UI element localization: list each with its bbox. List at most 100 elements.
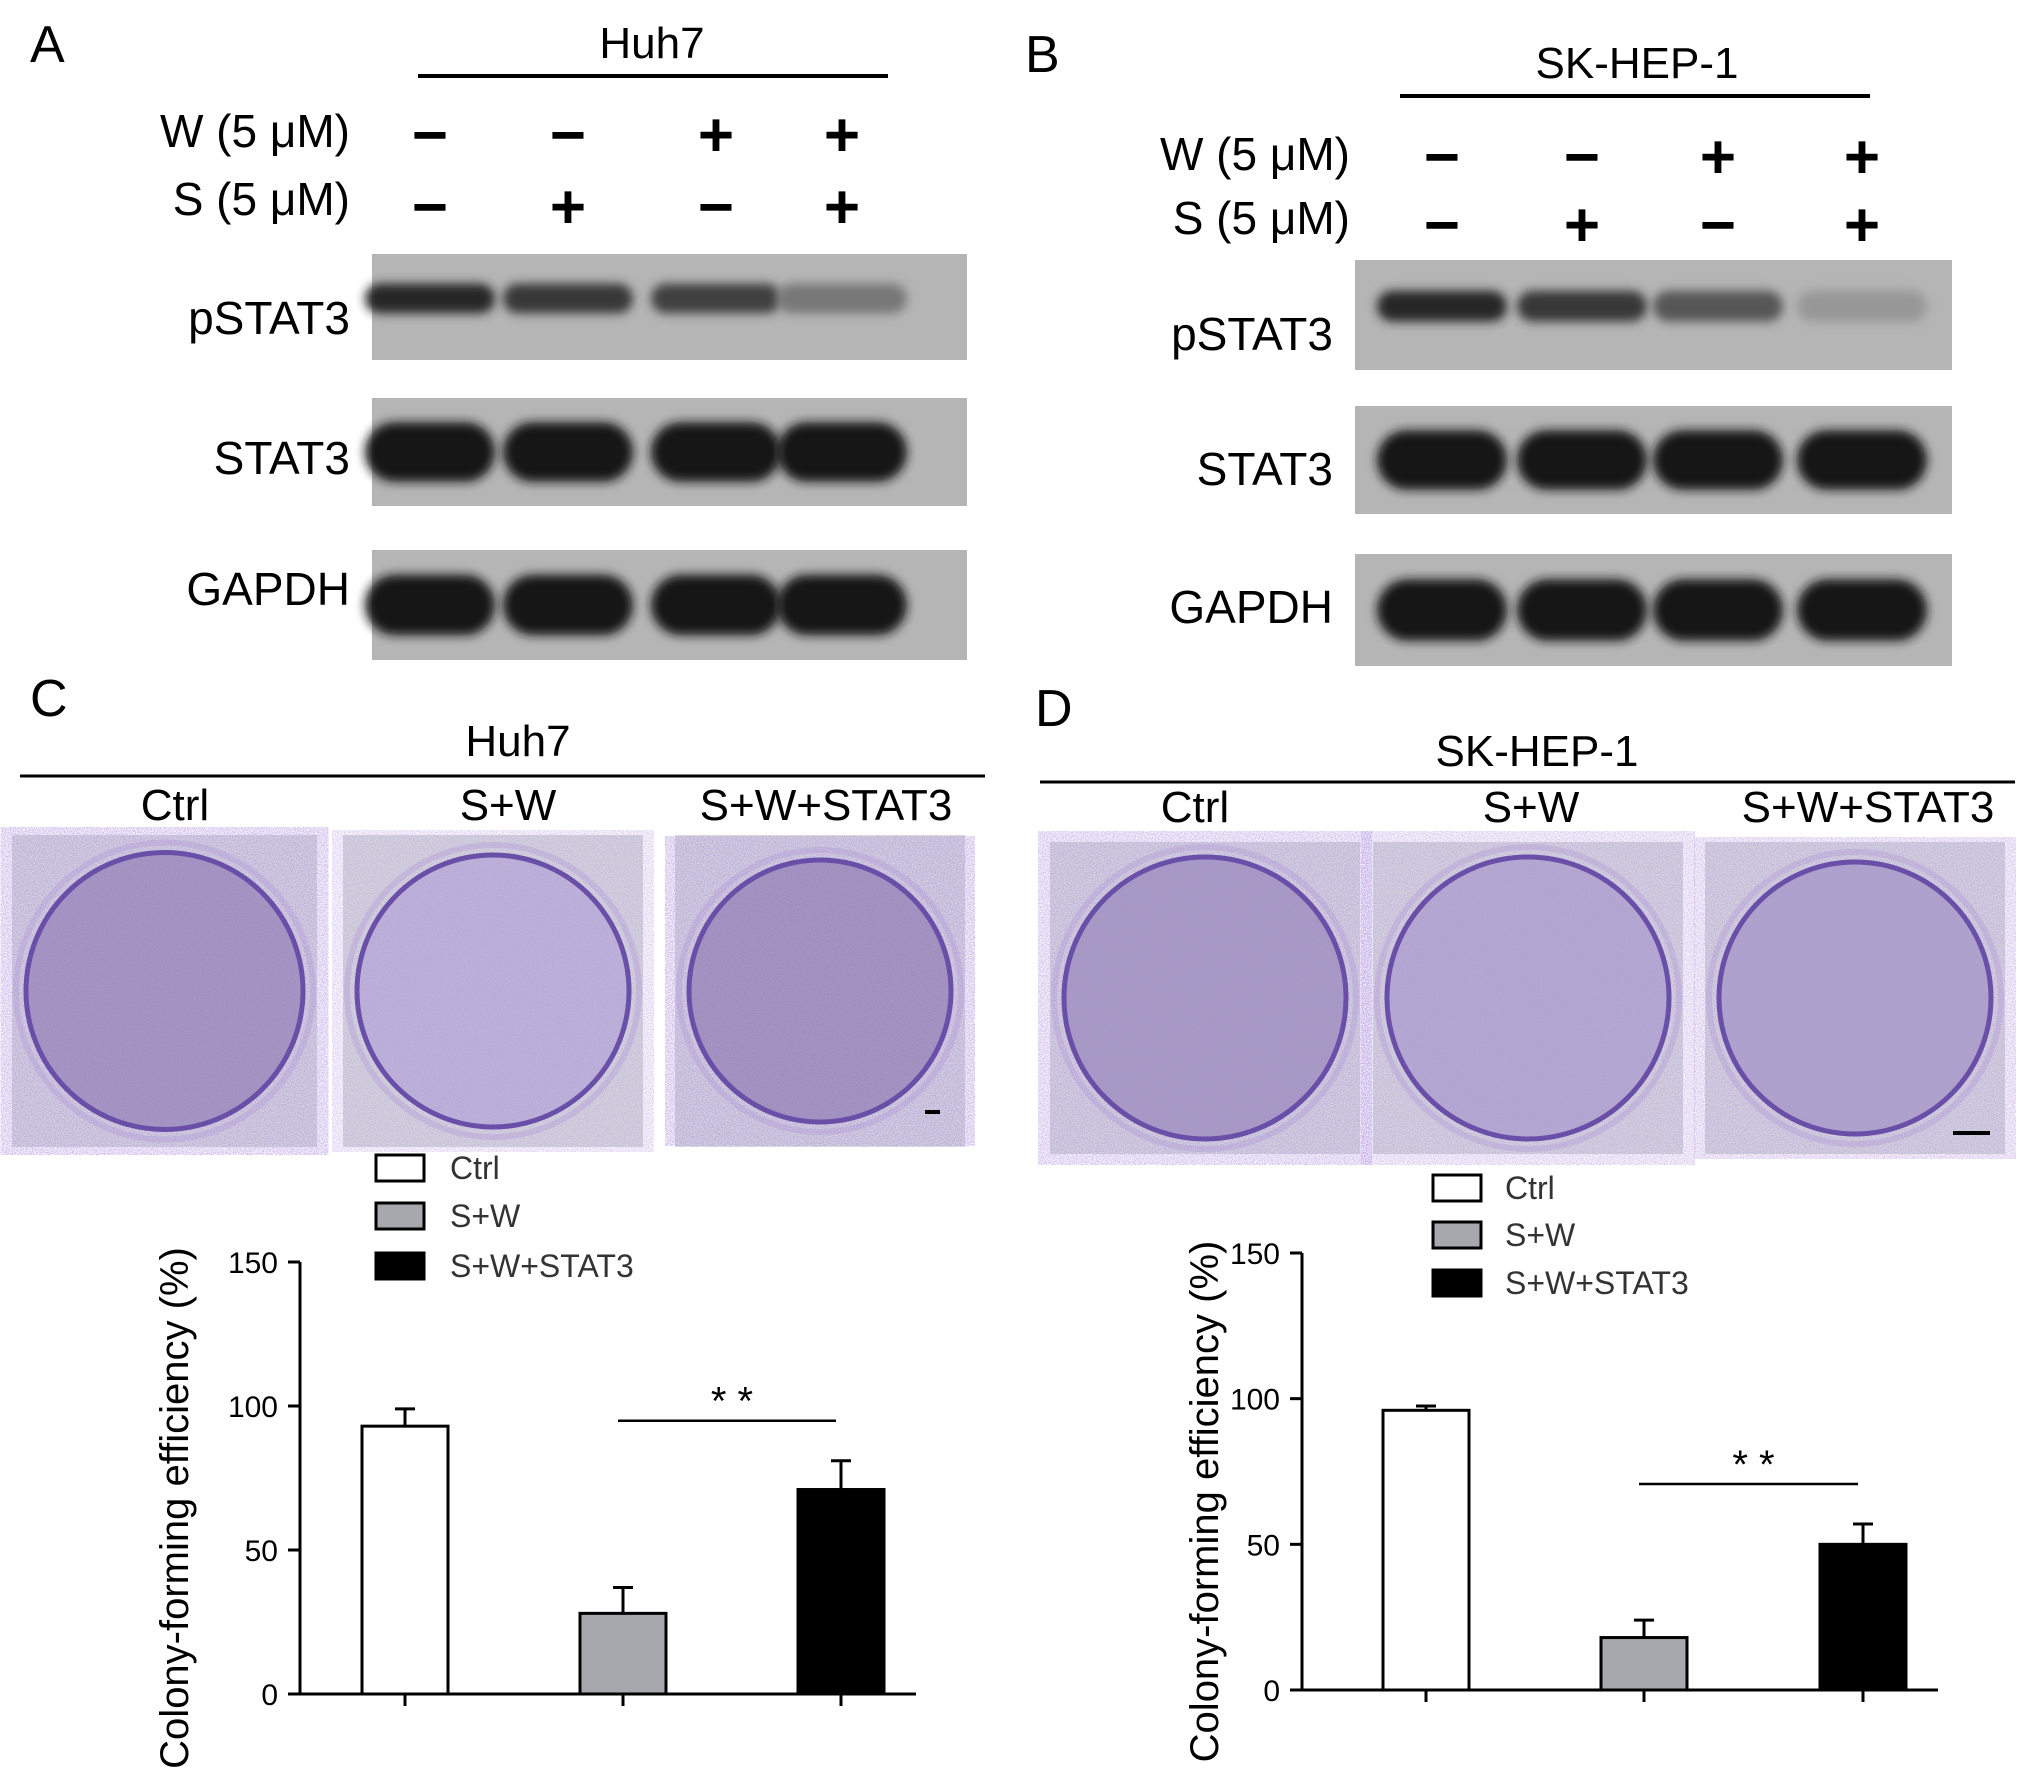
bar xyxy=(1599,1636,1689,1692)
y-axis-title: Colony-forming efficiency (%) xyxy=(153,1247,197,1769)
panel-a-s-label: S (5 μM) xyxy=(173,173,350,225)
treatment-sign: − xyxy=(412,101,448,170)
blot-band xyxy=(777,422,907,482)
dish-outer-rim xyxy=(1051,844,1359,1152)
treatment-sign: − xyxy=(1424,123,1460,192)
blot-band xyxy=(1517,290,1647,322)
y-tick-label: 0 xyxy=(261,1679,278,1712)
blot-band xyxy=(365,422,495,482)
blot-band xyxy=(1377,430,1507,490)
blot-band xyxy=(503,422,633,482)
treatment-sign: + xyxy=(1700,123,1736,192)
legend-swatch xyxy=(1431,1268,1483,1298)
dish-condition-label: S+W xyxy=(1483,783,1580,832)
blot-band xyxy=(1377,290,1507,322)
treatment-sign: − xyxy=(550,101,586,170)
dish-inner-rim xyxy=(1061,854,1349,1142)
bar xyxy=(796,1488,886,1696)
legend-label: S+W xyxy=(1505,1217,1576,1253)
blot-band xyxy=(503,283,633,314)
dish-inner-rim xyxy=(1716,859,1994,1137)
dish-outer-rim xyxy=(676,847,964,1135)
blot-label: pSTAT3 xyxy=(1171,308,1333,360)
legend-label: S+W+STAT3 xyxy=(1505,1265,1689,1301)
panel-b-s-label: S (5 μM) xyxy=(1173,192,1350,244)
blot-band xyxy=(777,574,907,636)
treatment-sign: + xyxy=(1844,123,1880,192)
bar xyxy=(360,1424,450,1696)
y-tick-label: 100 xyxy=(228,1391,278,1424)
blot-band xyxy=(1797,579,1927,641)
blot-band xyxy=(365,574,495,636)
treatment-sign: − xyxy=(1424,191,1460,260)
dish-condition-label: S+W+STAT3 xyxy=(700,781,953,830)
treatment-sign: + xyxy=(550,173,586,242)
dish-condition-label: S+W xyxy=(460,781,557,830)
dish-inner-rim xyxy=(686,857,954,1125)
panel-a: A Huh7 W (5 μM) S (5 μM) − − + +− + − + pSTAT3… xyxy=(30,16,967,660)
treatment-sign: + xyxy=(698,101,734,170)
panel-c-cell-line: Huh7 xyxy=(465,717,570,766)
colony-speckle xyxy=(1721,864,1989,1132)
treatment-sign: − xyxy=(1700,191,1736,260)
legend-swatch xyxy=(1431,1220,1483,1250)
bar xyxy=(1818,1542,1908,1692)
blot-band xyxy=(651,422,781,482)
blot-band xyxy=(1653,430,1783,490)
colony-speckle xyxy=(1389,859,1667,1137)
legend-swatch xyxy=(374,1153,426,1183)
panel-b-w-label: W (5 μM) xyxy=(1160,128,1350,180)
legend-label: Ctrl xyxy=(1505,1170,1555,1206)
colony-speckle xyxy=(359,857,627,1125)
panel-b-cell-line: SK-HEP-1 xyxy=(1536,39,1739,88)
blot-band xyxy=(1653,290,1783,322)
blot-band xyxy=(1653,579,1783,641)
blot-label: STAT3 xyxy=(214,432,350,484)
blot-label: pSTAT3 xyxy=(188,292,350,344)
dish-condition-label: Ctrl xyxy=(1161,783,1229,832)
legend-swatch xyxy=(374,1251,426,1281)
panel-b-letter: B xyxy=(1025,26,1060,84)
blot-label: GAPDH xyxy=(186,563,350,615)
y-tick-label: 150 xyxy=(1230,1238,1280,1271)
blot-band xyxy=(1517,579,1647,641)
dish-outer-rim xyxy=(344,842,642,1140)
y-tick-label: 150 xyxy=(228,1247,278,1280)
bar xyxy=(1381,1408,1471,1692)
y-tick-label: 0 xyxy=(1263,1675,1280,1708)
panel-d: D SK-HEP-1 Ctrl S+W S+W+STAT3 Ctrl S+W S+W+S… xyxy=(1035,680,2015,1762)
panel-a-letter: A xyxy=(30,16,65,74)
colony-speckle xyxy=(28,854,301,1128)
blot-band xyxy=(1797,430,1927,490)
dish-inner-rim xyxy=(23,850,306,1132)
legend-label: S+W xyxy=(450,1198,521,1234)
dish-condition-label: Ctrl xyxy=(141,781,209,830)
treatment-sign: − xyxy=(1564,123,1600,192)
blot-band xyxy=(1517,430,1647,490)
bar xyxy=(578,1611,668,1696)
blot-band xyxy=(503,574,633,636)
blot-band xyxy=(651,283,781,314)
dish-outer-rim xyxy=(1374,844,1682,1152)
blot-label: STAT3 xyxy=(1197,443,1333,495)
y-axis-title: Colony-forming efficiency (%) xyxy=(1183,1241,1227,1763)
legend-swatch xyxy=(374,1201,426,1231)
y-tick-label: 50 xyxy=(245,1535,278,1568)
blot-band xyxy=(1377,579,1507,641)
blot-band xyxy=(651,574,781,636)
treatment-sign: − xyxy=(412,173,448,242)
blot-band xyxy=(365,283,495,314)
treatment-sign: + xyxy=(824,173,860,242)
colony-speckle xyxy=(1066,859,1344,1137)
dish-condition-label: S+W+STAT3 xyxy=(1742,783,1995,832)
panel-a-cell-line: Huh7 xyxy=(599,19,704,68)
panel-a-w-label: W (5 μM) xyxy=(160,105,350,157)
dish-inner-rim xyxy=(354,852,632,1130)
dish-outer-rim xyxy=(13,839,316,1143)
panel-c: C Huh7 Ctrl S+W S+W+STAT3 Ctrl S+W S+W+STAT3… xyxy=(12,670,985,1769)
significance-label: * * xyxy=(1732,1443,1774,1487)
legend-label: Ctrl xyxy=(450,1150,500,1186)
treatment-sign: + xyxy=(1844,191,1880,260)
significance-label: * * xyxy=(711,1380,753,1424)
